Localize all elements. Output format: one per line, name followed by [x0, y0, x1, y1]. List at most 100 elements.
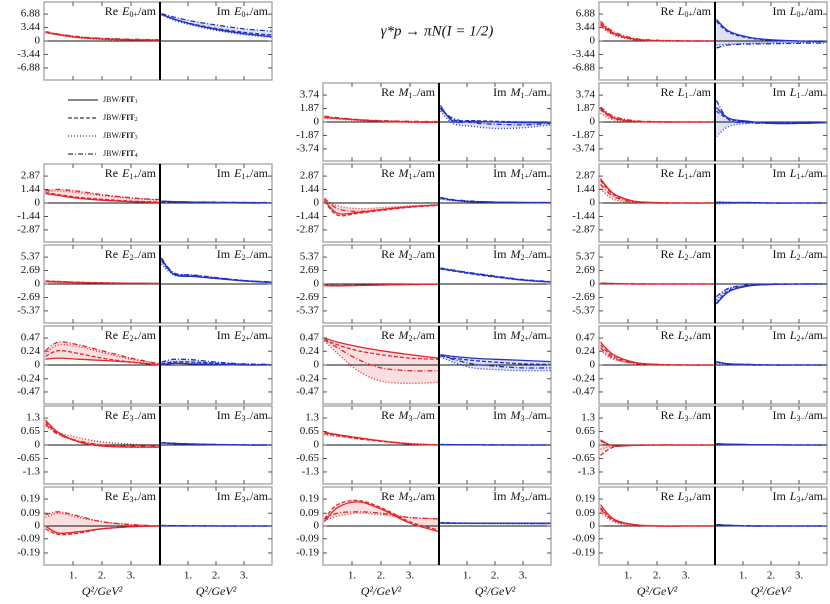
- fit-line: [600, 22, 715, 42]
- panel: [599, 341, 715, 366]
- fit-line: [324, 431, 439, 446]
- uncertainty-band: [324, 432, 439, 445]
- panel: [160, 200, 272, 204]
- panel-title: Re L3−/am: [660, 408, 711, 423]
- fit-line: [440, 267, 551, 283]
- x-tick-label: 3.: [406, 570, 415, 582]
- panel: [160, 12, 272, 42]
- panel-title: Re E1+/am: [105, 166, 157, 181]
- x-axis-title: Q²/GeV²: [196, 584, 237, 598]
- y-tick-label: 1.44: [21, 183, 41, 195]
- panel-title: Re L2+/am: [660, 328, 711, 343]
- y-tick-label: 0.47: [300, 332, 320, 344]
- fit-line: [324, 511, 439, 520]
- panel: [599, 106, 715, 123]
- panel-title: Im M2−/am: [493, 247, 548, 262]
- y-tick-label: 6.88: [21, 8, 41, 20]
- panel-title: Im E1+/am: [217, 166, 269, 181]
- panel-title: Re M1−/am: [381, 85, 436, 100]
- y-tick-label: -0.47: [572, 385, 595, 397]
- fit-line: [715, 20, 827, 42]
- fit-line: [161, 13, 272, 36]
- y-tick-label: 3.44: [21, 21, 41, 33]
- fit-line: [439, 107, 551, 123]
- y-tick-label: -0.24: [572, 372, 595, 384]
- panel: [323, 431, 439, 446]
- y-tick-label: 0.19: [21, 493, 41, 505]
- y-tick-label: 2.87: [300, 170, 320, 182]
- y-tick-label: 0: [590, 520, 596, 532]
- panel-title: Im L3−/am: [772, 408, 823, 423]
- fit-line: [600, 444, 715, 456]
- fit-line: [160, 257, 272, 283]
- fit-line: [716, 443, 827, 446]
- fit-line: [715, 283, 827, 304]
- x-tick-label: 2.: [377, 570, 386, 582]
- x-axis-title: Q²/GeV²: [361, 584, 402, 598]
- panel: [323, 337, 439, 385]
- panel-title: Im E2−/am: [217, 247, 269, 262]
- fit-line: [45, 280, 160, 285]
- y-tick-label: 1.3: [581, 412, 595, 424]
- y-tick-label: 0.09: [576, 507, 596, 519]
- fit-line: [440, 355, 551, 366]
- y-tick-label: -0.47: [17, 385, 40, 397]
- panel-title: Im L1+/am: [772, 166, 823, 181]
- panel-title: Re L2−/am: [660, 247, 711, 262]
- x-tick-label: 2.: [491, 570, 500, 582]
- fit-line: [440, 354, 551, 369]
- fit-line: [324, 512, 439, 521]
- uncertainty-band: [45, 511, 160, 535]
- y-tick-label: -5.37: [17, 304, 40, 316]
- uncertainty-band: [716, 100, 827, 137]
- y-tick-label: 0: [35, 35, 41, 47]
- y-tick-label: 3.74: [300, 89, 320, 101]
- y-tick-label: -0.09: [572, 532, 595, 544]
- panel: [44, 511, 160, 536]
- y-tick-label: 2.87: [21, 170, 41, 182]
- panel: [715, 283, 827, 305]
- x-tick-label: 2.: [767, 570, 776, 582]
- panel-title: Re M1+/am: [381, 166, 436, 181]
- x-axis-title: Q²/GeV²: [637, 584, 678, 598]
- fit-line: [323, 340, 439, 385]
- y-tick-label: -0.65: [17, 452, 40, 464]
- x-axis-title: Q²/GeV²: [475, 584, 516, 598]
- y-tick-label: -5.37: [572, 304, 595, 316]
- x-axis-title: Q²/GeV²: [82, 584, 123, 598]
- panel-title: Im E2+/am: [217, 328, 269, 343]
- uncertainty-band: [324, 338, 439, 384]
- fit-line: [161, 441, 272, 446]
- panel: [323, 115, 439, 124]
- x-tick-label: 1.: [348, 570, 357, 582]
- fit-line: [161, 358, 272, 366]
- panel-title: Re E3+/am: [105, 489, 157, 504]
- y-tick-label: 5.37: [300, 251, 320, 263]
- fit-line: [323, 499, 439, 531]
- fit-line: [439, 110, 551, 130]
- panel-title: Re M3+/am: [381, 489, 436, 504]
- y-tick-label: -2.87: [17, 223, 40, 235]
- y-tick-label: -5.37: [296, 304, 319, 316]
- fit-line: [600, 341, 715, 366]
- panel: [44, 419, 160, 448]
- fit-line: [716, 523, 827, 527]
- fit-line: [45, 349, 160, 366]
- y-tick-label: -2.69: [17, 291, 40, 303]
- y-tick-label: 6.88: [576, 8, 596, 20]
- x-tick-label: 3.: [240, 570, 249, 582]
- panel-title: Im E3−/am: [217, 408, 269, 423]
- y-tick-label: -0.09: [296, 532, 319, 544]
- fit-line: [600, 112, 715, 123]
- uncertainty-band: [600, 342, 715, 366]
- y-tick-label: 2.87: [576, 170, 596, 182]
- y-tick-label: -3.74: [296, 142, 319, 154]
- y-tick-label: -1.3: [578, 465, 596, 477]
- uncertainty-band: [161, 13, 272, 38]
- fit-line: [600, 344, 715, 366]
- uncertainty-band: [600, 21, 715, 42]
- y-tick-label: -6.88: [17, 61, 40, 73]
- y-tick-label: 0: [35, 520, 41, 532]
- y-tick-label: 0.19: [576, 493, 596, 505]
- y-tick-label: 3.44: [576, 21, 596, 33]
